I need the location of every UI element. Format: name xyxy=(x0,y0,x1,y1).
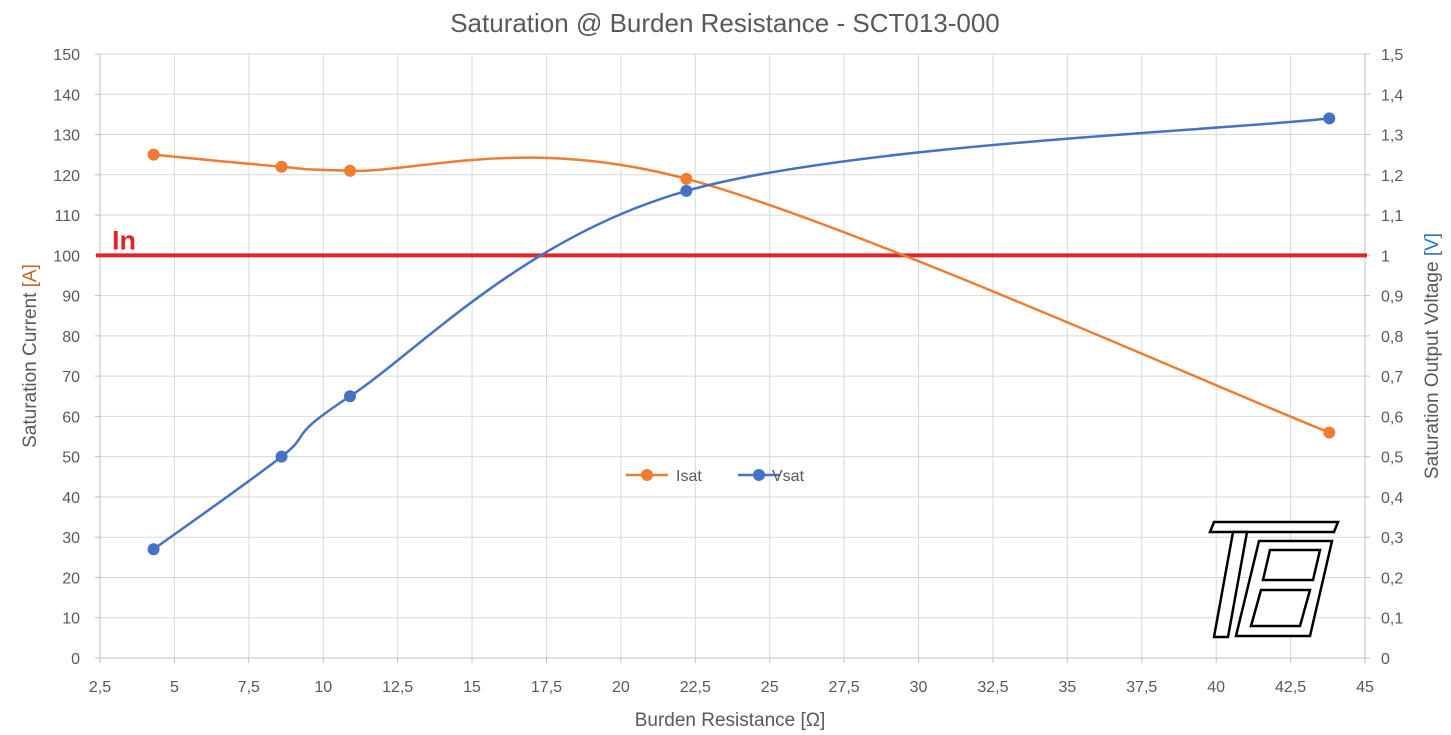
series-isat-point xyxy=(275,160,288,173)
y-left-tick-label: 100 xyxy=(53,248,80,265)
y-left-tick-label: 60 xyxy=(62,409,80,426)
y-right-tick-label: 1,3 xyxy=(1381,128,1403,145)
y-axis-left-label: Saturation Current [A] xyxy=(20,264,41,448)
y-right-tick-label: 0,1 xyxy=(1381,611,1403,628)
y-left-tick-label: 50 xyxy=(62,450,80,467)
x-axis-label: Burden Resistance [Ω] xyxy=(635,710,826,731)
y-right-tick-label: 0,6 xyxy=(1381,409,1403,426)
x-tick-label: 40 xyxy=(1207,679,1225,696)
reference-line-label: In xyxy=(112,225,136,255)
x-tick-label: 45 xyxy=(1356,679,1374,696)
series-isat-point xyxy=(680,172,693,185)
x-tick-label: 7,5 xyxy=(238,679,260,696)
series-vsat-point xyxy=(275,450,288,463)
x-tick-label: 12,5 xyxy=(382,679,413,696)
legend-isat-swatch-marker xyxy=(641,469,653,481)
tb-logo xyxy=(1208,520,1340,639)
y-left-tick-label: 110 xyxy=(54,208,80,225)
x-tick-label: 10 xyxy=(314,679,332,696)
y-left-tick-label: 120 xyxy=(53,168,80,185)
y-axis-right-label-unit: [V] xyxy=(1422,233,1443,256)
x-tick-label: 25 xyxy=(761,679,779,696)
legend-vsat-swatch-marker xyxy=(753,469,765,481)
y-axis-left-label-unit: [A] xyxy=(20,264,41,287)
series-isat-point xyxy=(1323,426,1336,439)
y-right-tick-label: 0 xyxy=(1381,651,1390,668)
y-right-tick-label: 0,5 xyxy=(1381,450,1403,467)
y-axis-right-label-text: Saturation Output Voltage xyxy=(1422,256,1443,479)
x-tick-label: 2,5 xyxy=(89,679,111,696)
y-axis-right-label: Saturation Output Voltage [V] xyxy=(1422,233,1443,479)
logo-b-lower xyxy=(1249,588,1312,628)
y-left-tick-label: 70 xyxy=(62,369,80,386)
x-tick-label: 42,5 xyxy=(1275,679,1306,696)
x-tick-label: 37,5 xyxy=(1126,679,1157,696)
legend-isat-label: Isat xyxy=(676,468,702,485)
y-left-tick-label: 20 xyxy=(62,570,80,587)
series-vsat-line xyxy=(152,117,1331,551)
axes xyxy=(95,53,1370,663)
x-tick-label: 17,5 xyxy=(531,679,562,696)
y-axis-left-label-text: Saturation Current xyxy=(20,287,41,448)
y-right-tick-label: 0,8 xyxy=(1381,329,1403,346)
y-left-tick-label: 80 xyxy=(62,329,80,346)
chart-title: Saturation @ Burden Resistance - SCT013-… xyxy=(450,8,1000,38)
x-tick-label: 15 xyxy=(463,679,481,696)
y-left-tick-label: 140 xyxy=(53,87,80,104)
y-right-tick-label: 1,5 xyxy=(1381,47,1403,64)
series-isat-point xyxy=(147,148,160,161)
tick-labels: 2,5 5 7,5 10 12,5 15 17,5 20 22,5 25 27,5 30 32,5 35 3… xyxy=(53,47,1403,696)
y-left-tick-label: 0 xyxy=(71,651,80,668)
y-right-tick-label: 1,2 xyxy=(1381,168,1403,185)
y-right-tick-label: 1,1 xyxy=(1381,208,1403,225)
legend-vsat-label: Vsat xyxy=(772,468,805,485)
series-vsat-point xyxy=(344,390,357,403)
y-left-tick-label: 130 xyxy=(53,128,80,145)
series-vsat-point xyxy=(680,184,693,197)
y-right-tick-label: 0,7 xyxy=(1381,369,1403,386)
series-vsat-point xyxy=(1323,112,1336,125)
series-isat-line xyxy=(152,153,1331,434)
grid xyxy=(100,53,1366,658)
series-vsat-point xyxy=(147,543,160,556)
series-isat-point xyxy=(344,164,357,177)
legend: Isat Vsat xyxy=(626,468,805,485)
reference-line-group: In xyxy=(96,225,1367,258)
y-left-tick-label: 30 xyxy=(62,530,80,547)
x-tick-label: 5 xyxy=(170,679,179,696)
y-right-tick-label: 0,4 xyxy=(1381,490,1403,507)
logo-t-stem xyxy=(1212,530,1249,639)
x-tick-label: 30 xyxy=(910,679,928,696)
series-group xyxy=(147,112,1336,556)
y-right-tick-label: 0,9 xyxy=(1381,289,1403,306)
logo-b-upper xyxy=(1261,548,1322,582)
x-tick-label: 32,5 xyxy=(977,679,1008,696)
y-left-tick-label: 90 xyxy=(62,289,80,306)
y-left-tick-label: 150 xyxy=(53,47,80,64)
x-tick-label: 22,5 xyxy=(680,679,711,696)
x-tick-label: 20 xyxy=(612,679,630,696)
y-right-tick-label: 0,2 xyxy=(1381,570,1403,587)
logo-top-bar xyxy=(1208,520,1340,534)
y-right-tick-label: 1 xyxy=(1381,248,1390,265)
y-right-tick-label: 1,4 xyxy=(1381,87,1403,104)
y-left-tick-label: 10 xyxy=(62,611,80,628)
y-left-tick-label: 40 xyxy=(62,490,80,507)
x-tick-label: 27,5 xyxy=(829,679,860,696)
x-tick-label: 35 xyxy=(1058,679,1076,696)
y-right-tick-label: 0,3 xyxy=(1381,530,1403,547)
